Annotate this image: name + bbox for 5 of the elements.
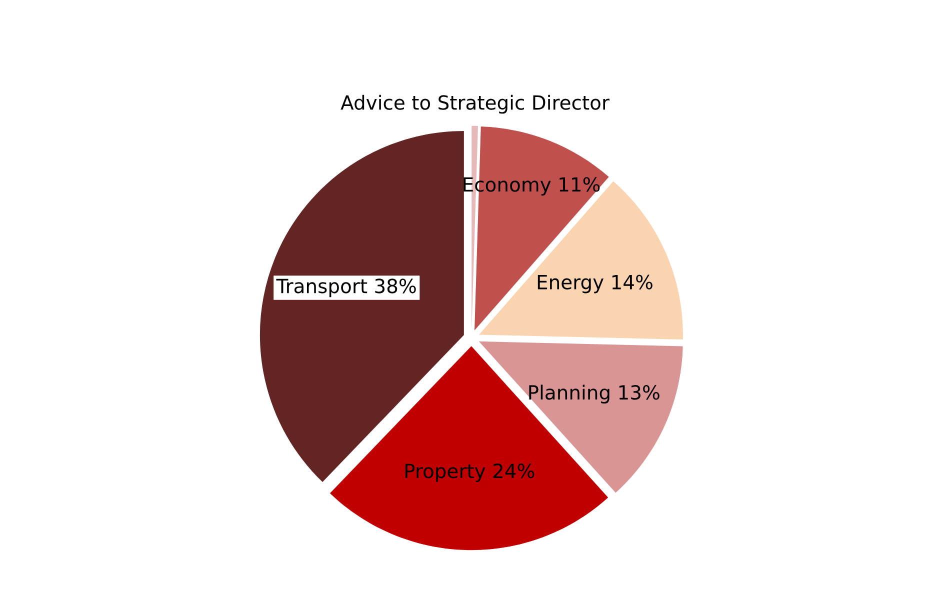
slice-label: Planning 13% [529, 384, 660, 404]
slice-label: Property 24% [405, 464, 534, 482]
slice-label: Transport 38% [276, 278, 416, 298]
slice-label: Advice to Strategic Director [340, 94, 610, 114]
slice-label: Energy 14% [538, 274, 652, 294]
